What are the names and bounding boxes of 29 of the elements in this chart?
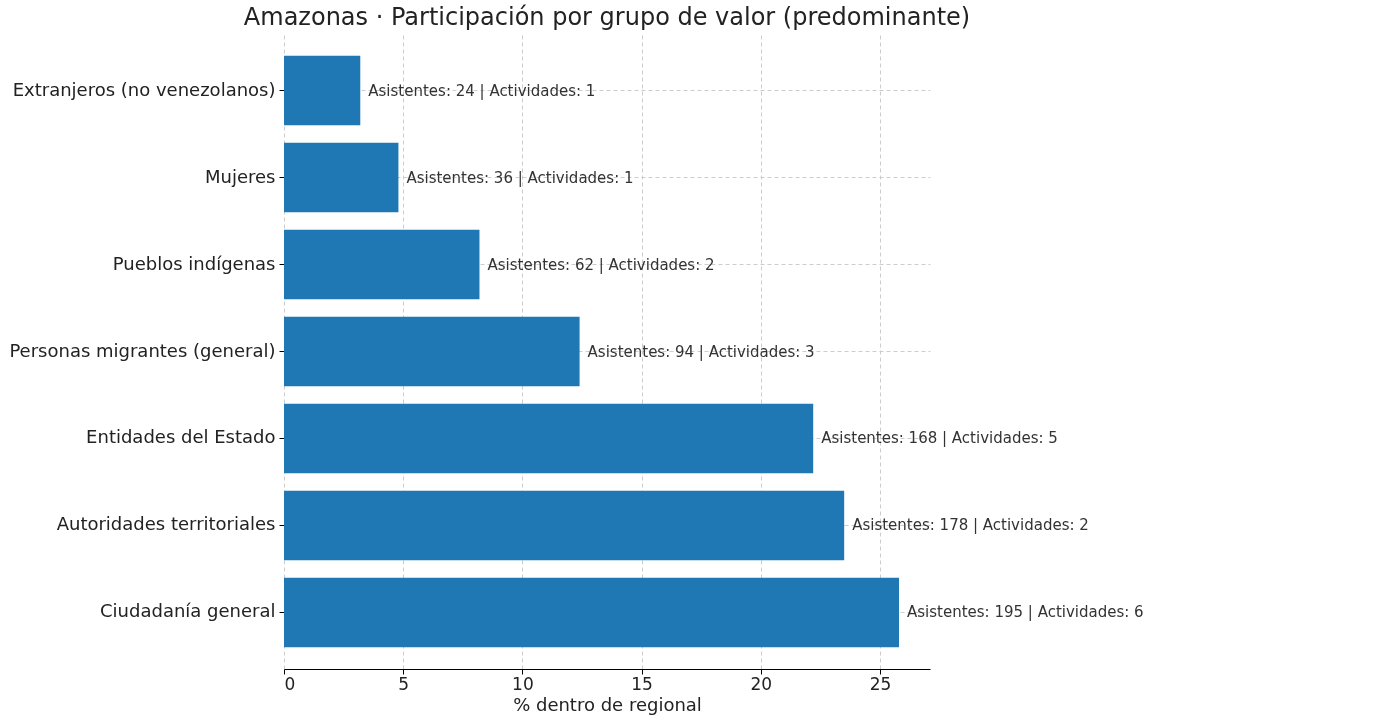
data-label: Asistentes: 62 | Actividades: 2 [487, 255, 715, 274]
chart-title: Amazonas · Participación por grupo de valor (predominante) [243, 3, 971, 31]
bar [284, 577, 900, 648]
y-tick-label: Mujeres [205, 165, 276, 187]
x-tick-label: 0 [284, 673, 296, 694]
data-label: Asistentes: 94 | Actividades: 3 [587, 342, 815, 361]
data-label: Asistentes: 168 | Actividades: 5 [821, 429, 1058, 448]
x-tick-label: 15 [631, 673, 653, 694]
x-tick-label: 25 [869, 673, 892, 694]
y-tick-label: Pueblos indígenas [112, 252, 276, 274]
data-label: Asistentes: 195 | Actividades: 6 [907, 603, 1144, 622]
bar [284, 490, 845, 561]
data-label: Asistentes: 24 | Actividades: 1 [368, 81, 596, 100]
y-tick-label: Autoridades territoriales [56, 513, 276, 535]
y-tick-label: Extranjeros (no venezolanos) [12, 78, 276, 100]
y-tick-label: Entidades del Estado [86, 426, 276, 448]
bar [284, 142, 399, 213]
x-tick-label: 10 [512, 673, 534, 694]
bar [284, 403, 814, 474]
x-tick-label: 5 [398, 673, 410, 694]
bar [284, 316, 580, 387]
bar [284, 229, 480, 300]
x-tick-label: 20 [750, 673, 773, 694]
y-tick-label: Ciudadanía general [100, 600, 276, 622]
data-label: Asistentes: 178 | Actividades: 2 [852, 516, 1089, 535]
bar [284, 55, 361, 126]
data-label: Asistentes: 36 | Actividades: 1 [406, 168, 634, 187]
x-axis-title: % dentro de regional [513, 693, 702, 715]
y-tick-label: Personas migrantes (general) [9, 339, 276, 361]
